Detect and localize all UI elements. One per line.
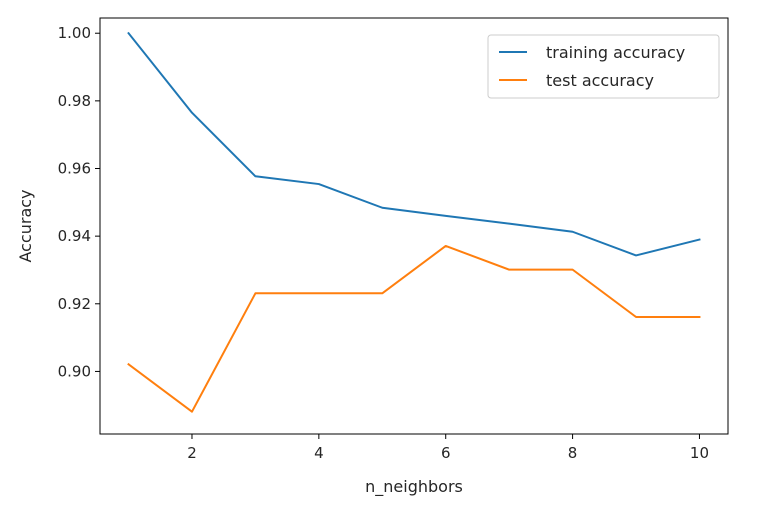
legend-label-test: test accuracy: [546, 71, 654, 90]
x-tick-label: 10: [690, 444, 709, 462]
x-tick-label: 4: [314, 444, 324, 462]
test-accuracy-line: [127, 244, 701, 413]
y-tick-label: 0.96: [58, 160, 91, 178]
legend: training accuracy test accuracy: [487, 34, 720, 99]
y-axis-ticks: 0.90 0.92 0.94 0.96 0.98 1.00: [58, 24, 100, 380]
y-tick-label: 0.98: [58, 92, 91, 110]
y-axis-label: Accuracy: [16, 189, 35, 262]
y-tick-label: 1.00: [58, 24, 91, 42]
x-axis-label: n_neighbors: [365, 477, 463, 497]
x-tick-label: 2: [187, 444, 197, 462]
legend-label-training: training accuracy: [546, 43, 685, 62]
x-tick-label: 6: [441, 444, 451, 462]
legend-box: [487, 34, 720, 99]
y-tick-label: 0.94: [58, 227, 91, 245]
training-accuracy-line: [127, 31, 701, 257]
y-tick-label: 0.92: [58, 295, 91, 313]
x-axis-ticks: 2 4 6 8 10: [187, 434, 709, 462]
series-lines: [127, 31, 701, 413]
x-tick-label: 8: [568, 444, 578, 462]
y-tick-label: 0.90: [58, 362, 91, 380]
